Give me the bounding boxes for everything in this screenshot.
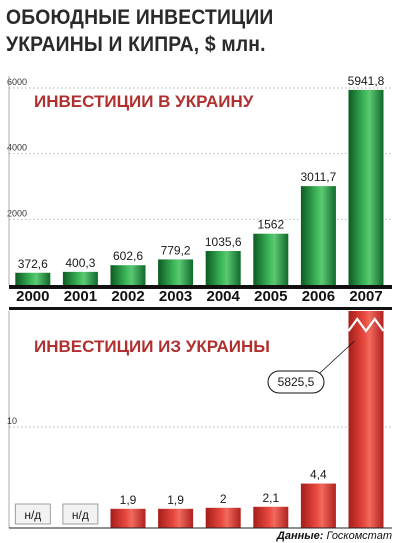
year-label: 2006 <box>302 288 335 305</box>
bar-in-2004 <box>205 250 241 285</box>
year-label: 2000 <box>16 288 49 305</box>
value-label: 372,6 <box>18 257 48 271</box>
source-note: Данные: Госкомстат <box>276 530 392 542</box>
value-label: 2 <box>220 492 227 506</box>
bar-in-2005 <box>253 233 289 285</box>
na-label: н/д <box>24 508 41 522</box>
bottom-chart: 10 ИНВЕСТИЦИИ ИЗ УКРАИНЫ н/д н/д 1,9 1,9 2 2,1 4… <box>7 311 392 529</box>
bar-in-2007 <box>348 89 384 286</box>
baseline <box>9 285 392 289</box>
source-label: Данные: <box>276 530 324 542</box>
subtitle-out: ИНВЕСТИЦИИ ИЗ УКРАИНЫ <box>34 337 270 356</box>
top-chart: 2000 4000 6000 ИНВЕСТИЦИИ В УКРАИНУ 372,6 400… <box>7 74 392 310</box>
value-label: 4,4 <box>310 468 327 482</box>
callout-line <box>319 340 355 374</box>
value-label: 602,6 <box>113 249 143 263</box>
footer: Данные: Госкомстат <box>276 530 392 542</box>
value-label: 2,1 <box>262 491 279 505</box>
na-box <box>14 503 51 525</box>
year-label: 2005 <box>254 288 287 305</box>
bar-in-2003 <box>158 259 194 285</box>
year-label: 2002 <box>111 288 144 305</box>
subtitle-in: ИНВЕСТИЦИИ В УКРАИНУ <box>34 92 254 111</box>
bar-in-2000 <box>15 272 51 285</box>
value-label: 3011,7 <box>300 170 336 184</box>
axis-break-mark <box>347 317 385 333</box>
ytick-label: 4000 <box>7 143 27 153</box>
separator <box>9 307 392 310</box>
bar-out-2004 <box>205 507 241 528</box>
bar-out-2005 <box>253 506 289 528</box>
na-box <box>62 503 99 525</box>
source-name: Госкомстат <box>326 530 392 542</box>
year-label: 2007 <box>349 288 382 305</box>
value-label: 5941,8 <box>348 74 385 88</box>
value-label: 779,2 <box>161 243 191 257</box>
value-label: 1,9 <box>120 493 137 507</box>
value-label: 1562 <box>257 218 284 232</box>
bar-out-2007 <box>348 311 384 528</box>
bar-out-2002 <box>110 508 146 528</box>
value-label: 400,3 <box>65 256 95 270</box>
chart-title: ОБОЮДНЫЕ ИНВЕСТИЦИИ УКРАИНЫ И КИПРА, $ м… <box>6 6 274 56</box>
ytick-label: 6000 <box>7 77 27 87</box>
callout-box <box>267 370 325 394</box>
bar-in-2006 <box>300 186 336 285</box>
na-label: н/д <box>72 508 89 522</box>
bar-out-2003 <box>158 508 194 528</box>
ytick-label: 2000 <box>7 208 27 218</box>
bar-out-2006 <box>300 483 336 528</box>
value-label: 5825,5 <box>278 375 315 389</box>
year-label: 2001 <box>64 288 97 305</box>
ytick-label: 10 <box>7 416 17 426</box>
bar-in-2002 <box>110 265 146 285</box>
value-label: 1035,6 <box>205 235 242 249</box>
year-label: 2003 <box>159 288 192 305</box>
year-label: 2004 <box>207 288 241 305</box>
bar-in-2001 <box>62 271 98 285</box>
value-label: 1,9 <box>167 493 184 507</box>
